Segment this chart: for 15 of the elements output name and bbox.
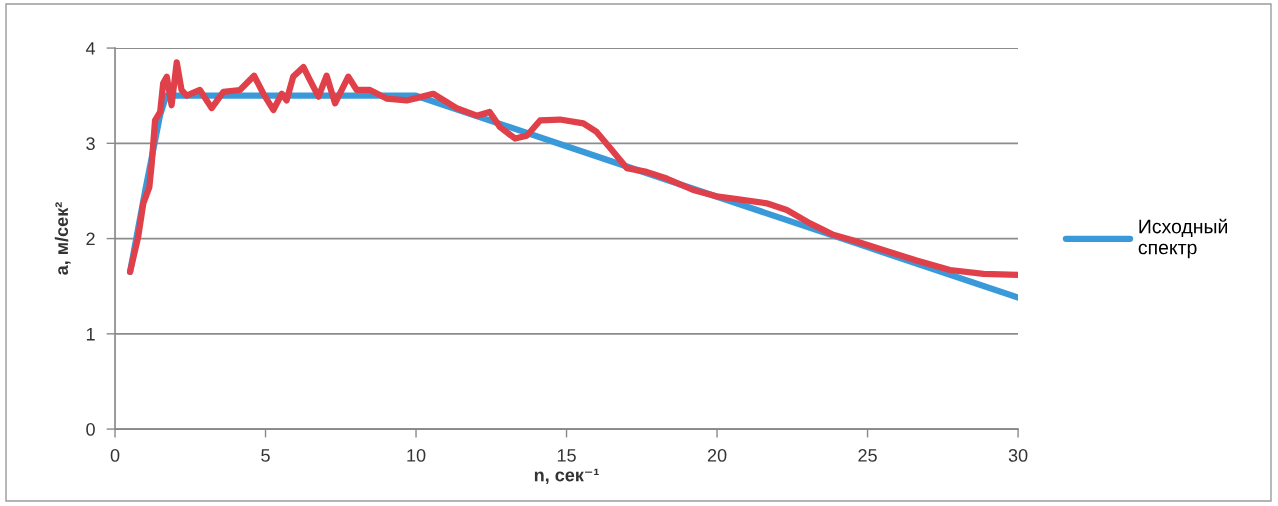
y-axis-title: a, м/сек² (54, 202, 71, 275)
x-axis-title: n, сек⁻¹ (534, 468, 599, 485)
y-tick-label: 3 (86, 137, 95, 151)
y-tick-label: 2 (86, 232, 95, 246)
x-tick-label: 30 (1008, 449, 1028, 462)
legend-label: Исходный спектр (1138, 218, 1228, 259)
y-tick-label: 0 (86, 423, 95, 436)
y-tick-label: 1 (86, 327, 95, 341)
x-tick-label: 0 (110, 449, 120, 462)
x-tick-label: 10 (407, 449, 426, 462)
y-tick-label: 4 (85, 42, 96, 55)
x-tick-label: 25 (858, 449, 877, 462)
x-tick-label: 5 (261, 449, 270, 462)
x-tick-label: 20 (707, 449, 727, 462)
x-tick-label: 15 (557, 449, 576, 462)
